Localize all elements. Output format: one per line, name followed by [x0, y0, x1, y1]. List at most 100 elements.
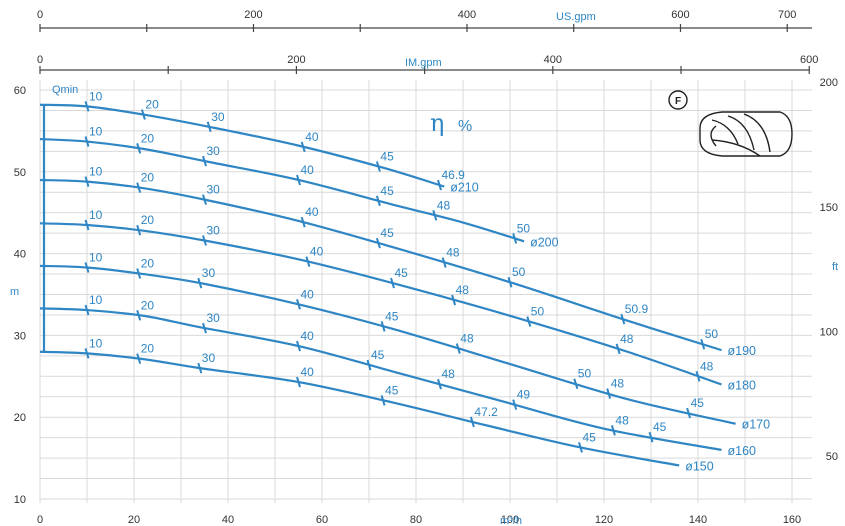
efficiency-label: 40 — [310, 245, 324, 259]
efficiency-label: 40 — [301, 329, 315, 343]
impeller-diameter-label: ø180 — [728, 378, 757, 392]
efficiency-tick — [512, 233, 518, 244]
efficiency-label: 20 — [141, 257, 155, 271]
usgpm-tick-label: 600 — [671, 9, 689, 21]
impeller-diameter-label: ø210 — [450, 181, 479, 195]
impeller-diameter-label: ø190 — [728, 344, 757, 358]
x-tick-label: 40 — [222, 514, 234, 526]
impeller-curve — [39, 178, 722, 352]
efficiency-label: 46.9 — [442, 168, 466, 182]
efficiency-tick — [84, 304, 90, 316]
y-axis-label: m — [10, 286, 19, 298]
impeller-curve — [39, 222, 722, 386]
x-tick-label: 100 — [501, 514, 519, 526]
efficiency-tick — [375, 195, 381, 207]
efficiency-tick — [140, 109, 146, 120]
efficiency-label: 45 — [380, 149, 394, 163]
efficiency-label: 20 — [141, 131, 155, 145]
grid-lines — [39, 80, 812, 503]
efficiency-tick — [202, 155, 207, 167]
efficiency-tick — [615, 343, 621, 355]
efficiency-label: 48 — [442, 367, 456, 381]
impeller-diameter-label: ø200 — [530, 235, 559, 249]
efficiency-label: 10 — [89, 165, 103, 179]
efficiency-tick — [206, 121, 212, 133]
efficiency-tick — [380, 395, 386, 406]
efficiency-tick — [366, 359, 372, 371]
efficiency-tick — [507, 276, 513, 288]
efficiency-tick — [375, 237, 381, 249]
ft-axis-label: ft — [832, 261, 838, 273]
efficiency-label: 45 — [653, 420, 667, 434]
efficiency-label: 30 — [207, 183, 221, 197]
efficiency-tick — [136, 310, 142, 321]
efficiency-tick — [136, 268, 142, 279]
impeller-curve — [39, 350, 680, 467]
efficiency-label: 50 — [512, 265, 526, 279]
efficiency-label: 40 — [301, 287, 315, 301]
efficiency-tick — [202, 322, 207, 334]
efficiency-tick — [84, 176, 90, 187]
x-tick-label: 80 — [410, 514, 422, 526]
efficiency-label: 50 — [705, 327, 719, 341]
imgpm-axis-label: IM.gpm — [405, 57, 442, 69]
efficiency-tick — [432, 210, 438, 221]
ft-tick-label: 100 — [820, 326, 838, 338]
imgpm-tick-label: 0 — [37, 54, 43, 66]
efficiency-tick — [136, 353, 142, 364]
x-tick-label: 60 — [316, 514, 328, 526]
impeller-curve — [39, 264, 736, 425]
pump-type-badge: F — [668, 90, 688, 110]
impeller-curve — [39, 307, 722, 452]
efficiency-label: 47.2 — [474, 405, 498, 419]
impeller-diameter-label: ø150 — [685, 459, 714, 473]
impeller-curve-group: 10 20 30 40 45 48 50 48 45 ø170 — [39, 251, 770, 432]
efficiency-tick — [512, 399, 518, 410]
efficiency-label: 45 — [385, 309, 399, 323]
efficiency-label: 45 — [385, 383, 399, 397]
top-usgpm-axis: 0 200 400 600 700 US.gpm — [37, 9, 812, 32]
efficiency-label: 45 — [371, 348, 385, 362]
efficiency-label: 30 — [207, 224, 221, 238]
efficiency-label: 10 — [89, 293, 103, 307]
efficiency-label: 48 — [615, 413, 629, 427]
efficiency-tick — [300, 141, 306, 153]
x-axis-label: m³/h — [500, 515, 522, 526]
efficiency-unit: % — [458, 118, 472, 135]
efficiency-label: 20 — [141, 342, 155, 356]
efficiency-label: 10 — [89, 336, 103, 350]
pump-badge-letter: F — [675, 96, 681, 107]
imgpm-tick-label: 200 — [287, 54, 305, 66]
efficiency-tick — [700, 338, 706, 350]
efficiency-label: 48 — [446, 246, 460, 260]
efficiency-label: 45 — [583, 430, 597, 444]
impeller-curve — [39, 137, 525, 243]
efficiency-tick — [84, 136, 90, 147]
y-tick-label: 20 — [14, 412, 26, 424]
efficiency-label: 48 — [611, 377, 625, 391]
y-tick-label: 40 — [14, 249, 26, 261]
imgpm-tick-label: 600 — [800, 54, 818, 66]
efficiency-tick — [197, 277, 203, 289]
x-axis-ticks: 0 20 40 60 80 100 120 140 160 — [37, 514, 801, 526]
efficiency-tick — [84, 262, 90, 273]
usgpm-axis-label: US.gpm — [556, 11, 596, 23]
efficiency-label: 48 — [700, 359, 714, 373]
impeller-curve-group: 10 20 30 40 45 48 50 50.9 50 ø190 — [39, 165, 757, 358]
efficiency-label: 10 — [89, 251, 103, 265]
qmin-label: Qmin — [52, 84, 78, 96]
efficiency-label: 40 — [301, 365, 315, 379]
efficiency-tick — [441, 257, 447, 268]
efficiency-tick — [437, 179, 442, 191]
efficiency-label: 20 — [145, 98, 159, 112]
ft-tick-label: 200 — [820, 77, 838, 89]
efficiency-tick — [578, 442, 583, 453]
impeller-curve-group: 10 20 30 40 45 48 49 48 45 ø160 — [39, 293, 756, 458]
efficiency-label: 50 — [517, 221, 531, 235]
top-imgpm-axis: 0 200 400 600 IM.gpm — [37, 54, 818, 74]
efficiency-tick — [202, 194, 207, 205]
efficiency-tick — [305, 256, 311, 267]
efficiency-tick — [84, 101, 90, 112]
efficiency-label: 30 — [207, 311, 221, 325]
